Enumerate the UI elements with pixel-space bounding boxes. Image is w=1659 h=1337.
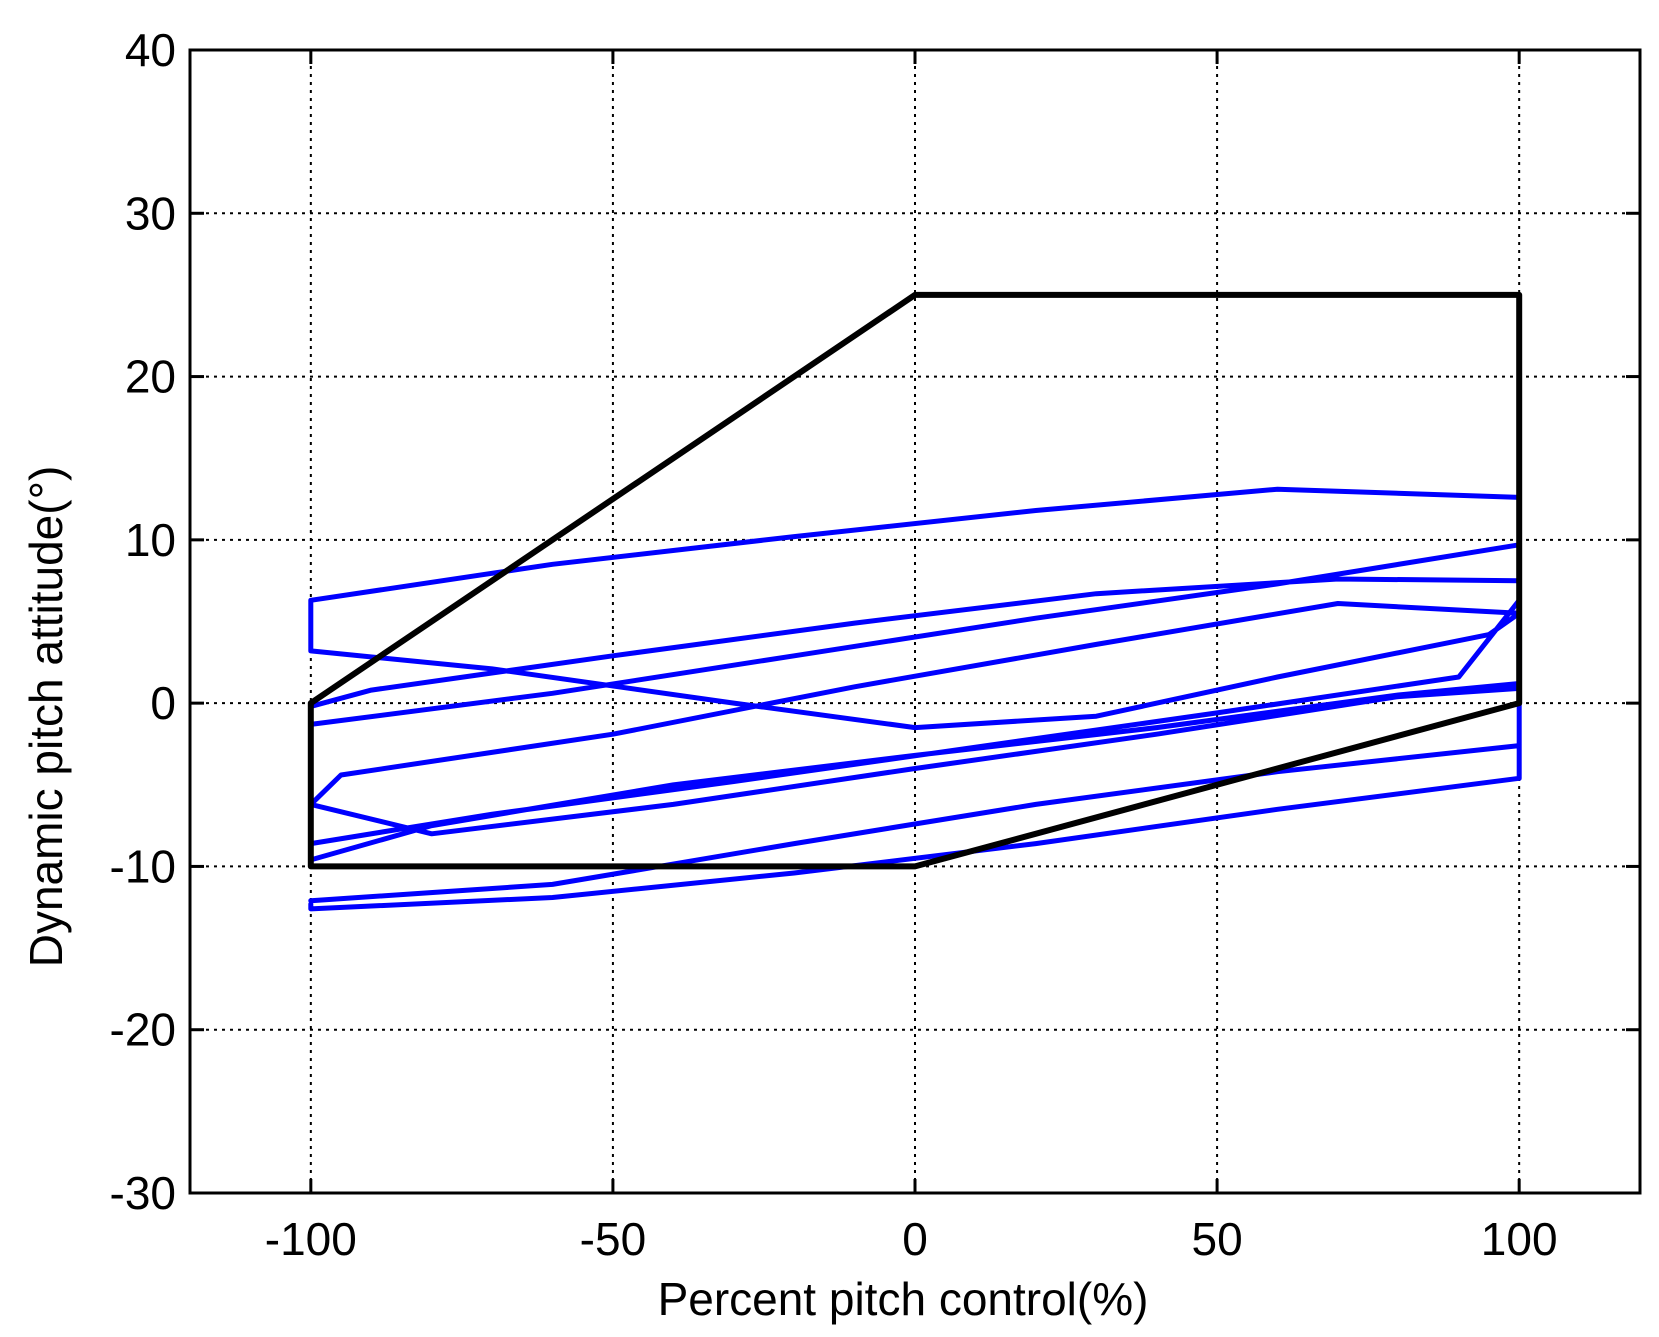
x-axis-title: Percent pitch control(%) — [658, 1273, 1149, 1325]
y-tick-label: 0 — [150, 677, 176, 729]
plot-series — [307, 291, 1523, 912]
boundary-line — [307, 291, 1523, 870]
y-tick-label: -20 — [110, 1004, 176, 1056]
x-tick-label: -50 — [580, 1213, 646, 1265]
x-tick-label: -100 — [265, 1213, 357, 1265]
y-tick-label: 30 — [125, 187, 176, 239]
x-tick-label: 100 — [1481, 1213, 1558, 1265]
x-tick-label: 0 — [902, 1213, 928, 1265]
y-tick-label: -30 — [110, 1167, 176, 1219]
x-tick-label: 50 — [1191, 1213, 1242, 1265]
plot-frame — [188, 48, 1642, 1195]
y-tick-label: 20 — [125, 351, 176, 403]
y-tick-label: -10 — [110, 840, 176, 892]
y-axis-title: Dynamic pitch attitude(°) — [20, 466, 72, 968]
y-axis-ticks: -30 -20 -10 0 10 20 30 40 — [110, 24, 1640, 1219]
trajectory-line — [308, 486, 1522, 912]
y-tick-label: 10 — [125, 514, 176, 566]
y-tick-label: 40 — [125, 24, 176, 76]
x-axis-ticks: -100 -50 0 50 100 — [265, 50, 1558, 1265]
grid-lines — [190, 50, 1640, 1193]
